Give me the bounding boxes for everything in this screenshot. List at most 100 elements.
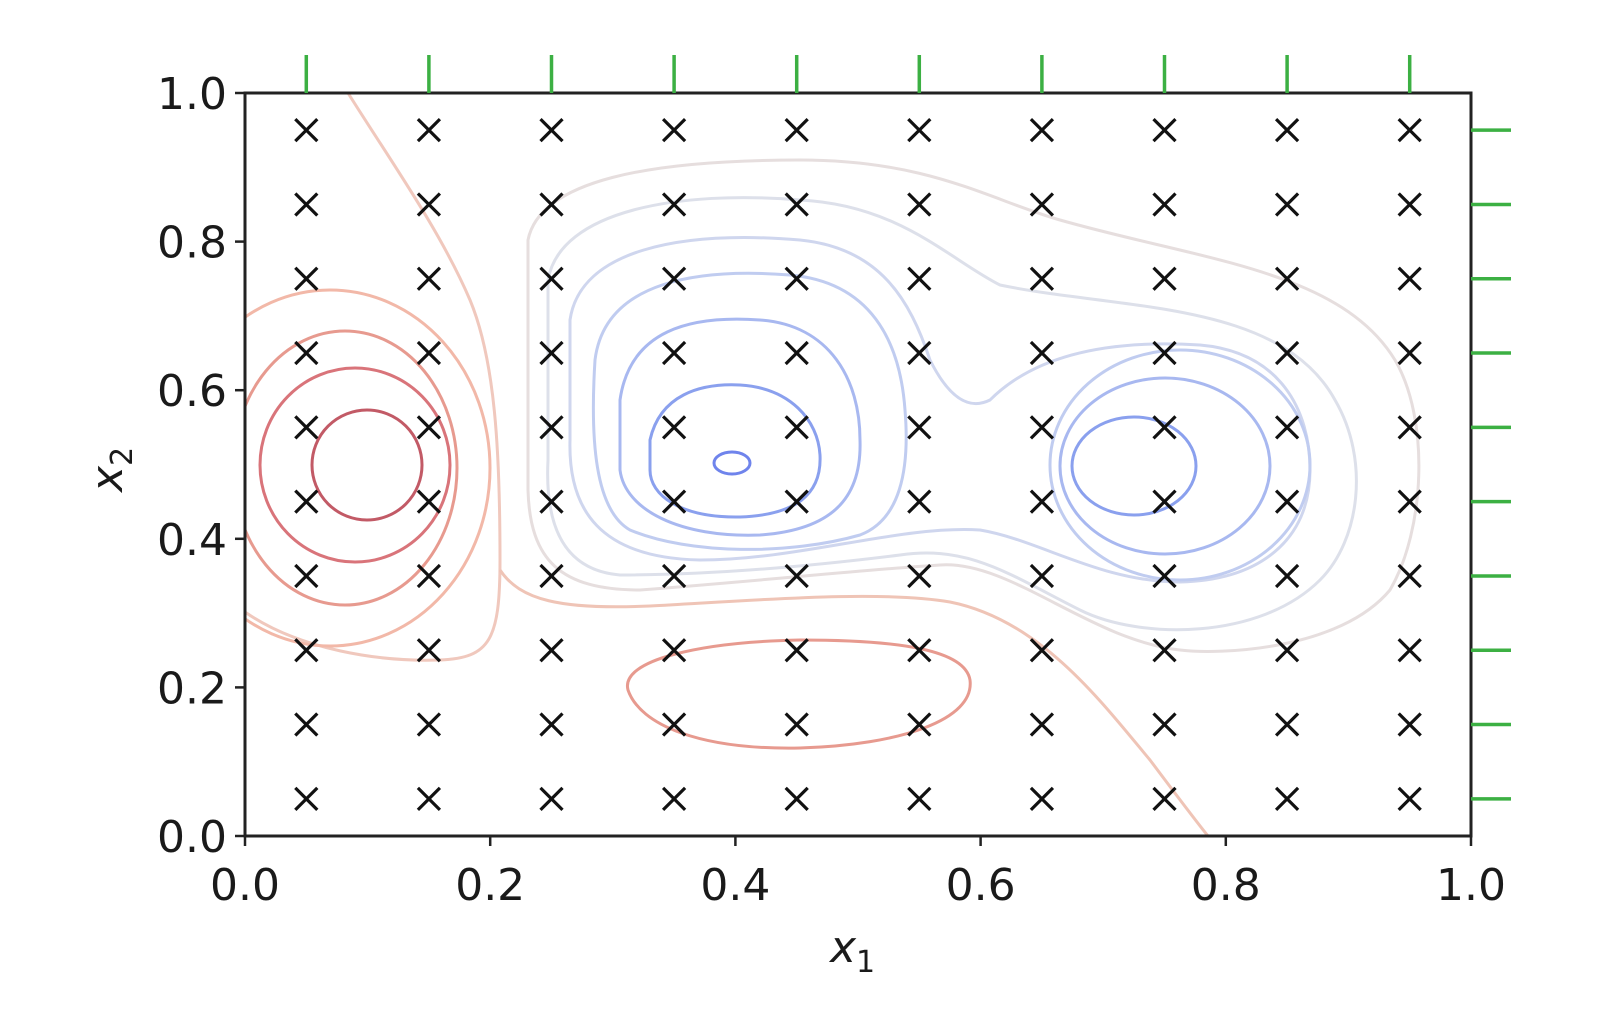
contour-red-boundary-left	[245, 93, 502, 662]
sample-point-marker	[661, 786, 687, 811]
sample-point-marker	[416, 340, 442, 366]
sample-point-marker	[784, 712, 809, 737]
sample-point-marker	[1274, 266, 1300, 291]
sample-point-marker	[294, 118, 319, 143]
sample-point-marker	[416, 489, 442, 514]
contour-red-ring-1	[310, 408, 424, 522]
sample-point-marker	[539, 192, 564, 217]
y-tick-label: 0.8	[157, 218, 227, 269]
sample-point-marker	[1152, 638, 1177, 663]
sample-point-marker	[416, 786, 442, 811]
sample-point-marker	[907, 489, 932, 514]
contour-red-ring-3	[245, 329, 459, 607]
sample-point-marker	[294, 563, 319, 589]
sample-point-marker	[1274, 786, 1300, 811]
sample-point-marker	[1274, 489, 1300, 514]
sample-point-marker	[416, 192, 442, 217]
sample-point-marker	[784, 563, 809, 589]
sample-point-marker	[1152, 266, 1177, 291]
sample-point-marker	[661, 712, 687, 737]
sample-point-marker	[1029, 340, 1055, 366]
sample-point-marker	[539, 266, 564, 291]
y-tick-label: 0.6	[157, 366, 227, 417]
sample-point-marker	[539, 638, 564, 663]
sample-point-marker	[784, 638, 809, 663]
contour-red-boundary-right	[498, 569, 1210, 836]
rug-ticks-right	[1471, 128, 1511, 801]
sample-point-marker	[1029, 118, 1055, 143]
sample-point-marker	[661, 192, 687, 217]
contour-blue-outer-6	[546, 196, 1358, 632]
sample-point-marker	[1274, 415, 1300, 440]
sample-point-marker	[907, 340, 932, 366]
sample-point-marker	[907, 118, 932, 143]
contour-blue-ring-2	[648, 383, 822, 519]
sample-point-marker	[1397, 563, 1422, 589]
sample-point-marker	[661, 266, 687, 291]
axes-frame	[243, 91, 1473, 838]
contour-neutral-outer	[526, 158, 1421, 653]
x-tick-label: 0.0	[210, 860, 280, 911]
sample-point-marker	[907, 192, 932, 217]
sample-point-marker	[1397, 266, 1422, 291]
sample-point-marker	[1397, 415, 1422, 440]
sample-point-marker	[1397, 192, 1422, 217]
sample-point-marker	[784, 340, 809, 366]
sample-point-marker	[294, 786, 319, 811]
sample-point-marker	[784, 786, 809, 811]
sample-point-marker	[784, 489, 809, 514]
sample-point-marker	[784, 118, 809, 143]
x-tick-label: 0.4	[700, 860, 770, 911]
sample-point-marker	[294, 340, 319, 366]
sample-point-marker	[1397, 712, 1422, 737]
sample-point-marker	[661, 340, 687, 366]
sample-point-marker	[1274, 638, 1300, 663]
sample-point-marker	[1274, 712, 1300, 737]
sample-point-marker	[1152, 415, 1177, 440]
x-tick-label: 0.8	[1191, 860, 1261, 911]
contour-lines	[245, 93, 1421, 836]
sample-point-marker	[416, 563, 442, 589]
sample-point-marker	[1397, 118, 1422, 143]
sample-point-marker	[1029, 489, 1055, 514]
sample-point-marker	[661, 638, 687, 663]
sample-point-marker	[907, 638, 932, 663]
sample-point-marker	[1397, 489, 1422, 514]
sample-point-marker	[1397, 786, 1422, 811]
sample-point-marker	[539, 489, 564, 514]
contour-blue-ring-1	[712, 450, 752, 476]
sample-point-marker	[1029, 786, 1055, 811]
x-tick-label: 0.6	[946, 860, 1016, 911]
sample-point-marker	[1152, 489, 1177, 514]
sample-point-marker	[784, 192, 809, 217]
sample-point-marker	[1029, 712, 1055, 737]
sample-point-markers	[294, 118, 1422, 811]
sample-point-marker	[907, 563, 932, 589]
x-tick-label: 0.2	[455, 860, 525, 911]
sample-point-marker	[539, 563, 564, 589]
contour-blue-ring-3	[618, 317, 862, 537]
contour-red-ring-4	[245, 288, 492, 648]
sample-point-marker	[907, 786, 932, 811]
contour-blue-outer-5	[568, 236, 1312, 584]
sample-point-marker	[294, 489, 319, 514]
sample-point-marker	[1274, 118, 1300, 143]
contour-blue-right-ring-2	[1058, 376, 1272, 556]
y-tick-label: 0.4	[157, 515, 227, 566]
sample-point-marker	[1152, 340, 1177, 366]
sample-point-marker	[539, 415, 564, 440]
sample-point-marker	[1152, 563, 1177, 589]
contour-red-ring-2	[258, 366, 452, 564]
sample-point-marker	[416, 415, 442, 440]
sample-point-marker	[294, 192, 319, 217]
sample-point-marker	[784, 415, 809, 440]
sample-point-marker	[416, 712, 442, 737]
sample-point-marker	[1152, 192, 1177, 217]
sample-point-marker	[294, 638, 319, 663]
y-axis-ticks: 0.0 0.2 0.4 0.6 0.8 1.0	[157, 69, 245, 863]
sample-point-marker	[1274, 563, 1300, 589]
sample-point-marker	[416, 638, 442, 663]
sample-point-marker	[907, 712, 932, 737]
sample-point-marker	[1029, 563, 1055, 589]
sample-point-marker	[1029, 415, 1055, 440]
